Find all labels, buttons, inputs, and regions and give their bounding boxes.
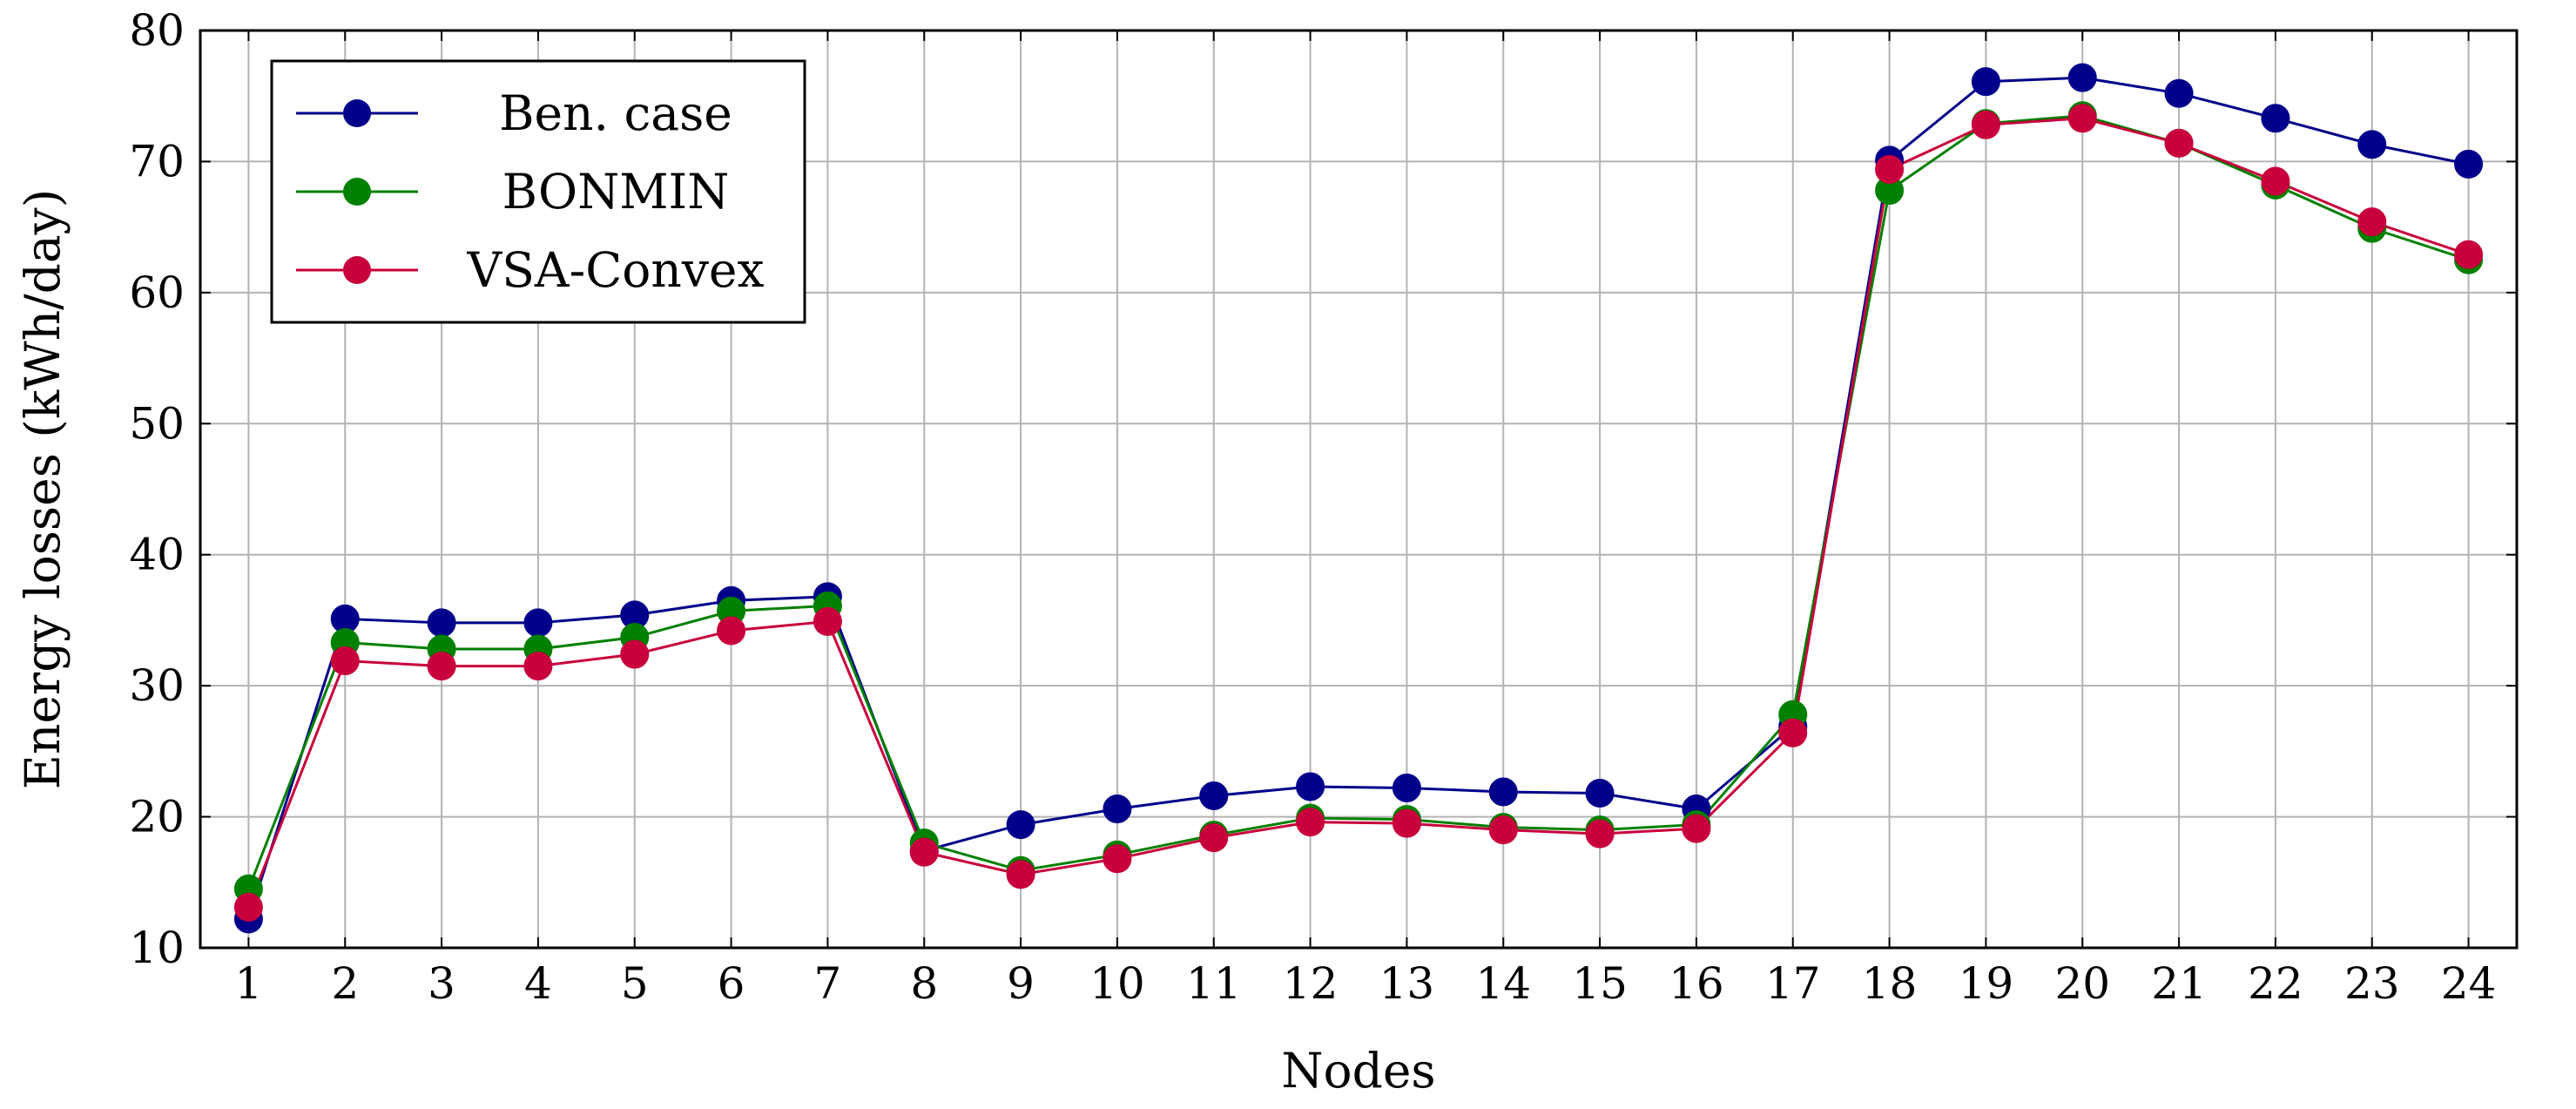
plot-area-frame [199,29,2519,950]
series-2-point [2067,104,2097,133]
series-2-point [1778,718,1808,747]
series-2-point [2261,166,2290,196]
series-line-2 [247,117,2470,908]
x-tick-label: 23 [2344,958,2400,1009]
x-tick-label: 15 [1572,958,1628,1009]
series-line-1 [247,114,2470,889]
y-tick-label: 70 [129,136,185,186]
series-0-point [2357,130,2387,159]
series-2-point [717,616,746,646]
series-0-point [2261,104,2290,133]
x-tick-label: 1 [235,958,263,1009]
x-tick-label: 8 [910,958,938,1009]
legend-label-1: BONMIN [502,164,730,220]
y-tick-label: 40 [129,530,185,580]
legend: Ben. case BONMIN VSA-Convex [270,59,806,324]
x-tick-label: 3 [428,958,455,1009]
legend-marker-2 [343,256,371,284]
series-0-point [1296,772,1325,801]
y-tick-label: 80 [129,5,185,56]
x-tick-label: 21 [2151,958,2207,1009]
legend-marker-1 [343,178,371,206]
x-tick-label: 2 [331,958,359,1009]
x-tick-label: 12 [1283,958,1339,1009]
y-axis-label: Energy losses (kWh/day) [15,189,71,789]
series-2-point [1103,844,1132,874]
series-0-point [1199,781,1229,811]
series-2-point [330,646,360,676]
series-2-point [1296,808,1325,837]
x-tick-label: 19 [1959,958,2014,1009]
series-2-point [1488,815,1518,845]
series-2-point [620,639,650,669]
series-2-point [1585,819,1615,849]
legend-marker-0 [343,99,371,127]
x-tick-label: 18 [1862,958,1918,1009]
y-tick-label: 20 [129,792,185,842]
series-2-point [523,652,553,681]
x-tick-label: 9 [1007,958,1035,1009]
series-2-point [2357,207,2387,237]
x-tick-label: 20 [2054,958,2110,1009]
x-tick-label: 6 [718,958,745,1009]
x-tick-label: 4 [524,958,552,1009]
series-0-point [2164,78,2194,108]
series-0-point [1488,777,1518,807]
x-axis-ticks: 1 2 3 4 5 6 7 8 9 10 11 12 13 14 15 16 17 18 19 20 21 22 23 24 [235,30,2497,1009]
x-tick-label: 10 [1089,958,1145,1009]
series-2-point [233,892,263,922]
x-tick-label: 5 [621,958,649,1009]
x-tick-label: 24 [2441,958,2497,1009]
y-axis-ticks: 10 20 30 40 50 60 70 80 [129,5,2517,973]
series-0-point [523,608,553,638]
series-0-point [1006,810,1035,840]
series-0-point [1971,67,2000,97]
x-tick-label: 17 [1765,958,1821,1009]
x-tick-label: 16 [1669,958,1724,1009]
series-2-point [909,837,939,867]
x-tick-label: 11 [1186,958,1242,1009]
series-0-point [1392,773,1421,802]
series-2-point [1006,860,1035,889]
series-0-point [1103,795,1132,824]
x-axis-label: Nodes [1281,1043,1435,1099]
series-0-point [1585,778,1615,808]
legend-label-2: VSA-Convex [467,242,765,298]
series-lines [246,76,2470,920]
series-0-point [2454,149,2484,179]
series-2-point [1682,814,1711,843]
x-tick-label: 7 [814,958,842,1009]
series-2-point [427,652,456,681]
x-tick-label: 22 [2248,958,2303,1009]
series-2-point [1392,808,1421,838]
series-2-point [1875,154,1905,184]
series-2-point [2454,240,2484,269]
series-0-point [427,608,456,638]
legend-label-0: Ben. case [499,85,732,141]
y-tick-label: 60 [129,267,185,318]
series-0-point [2067,63,2097,92]
x-tick-label: 14 [1475,958,1531,1009]
series-2-point [1199,823,1229,853]
series-2-point [813,606,842,636]
series-line-0 [246,76,2469,920]
series-2-point [2164,128,2194,158]
y-tick-label: 30 [129,660,185,711]
series-markers [233,63,2484,934]
y-tick-label: 50 [129,398,185,449]
series-2-point [1971,110,2000,139]
y-tick-label: 10 [129,923,185,973]
x-tick-label: 13 [1379,958,1435,1009]
